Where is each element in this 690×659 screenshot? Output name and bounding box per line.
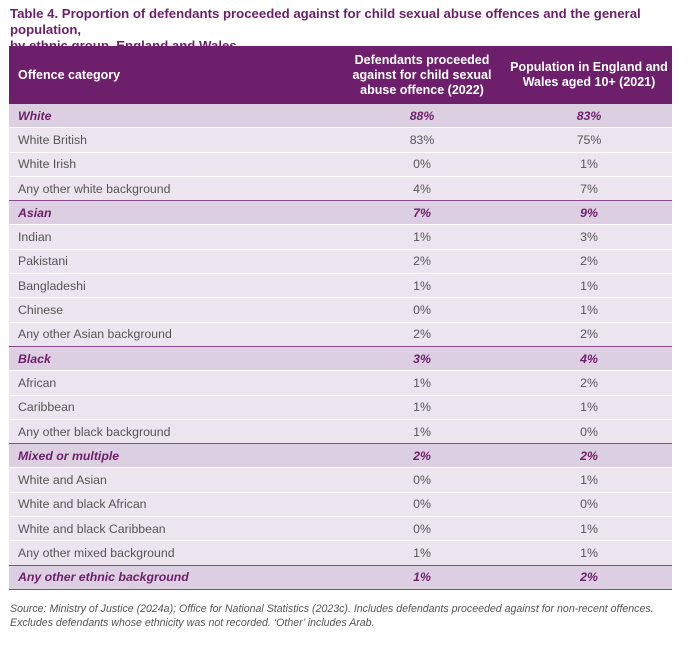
defendants-cell: 0% [338, 516, 506, 541]
row-label: Bangladeshi [9, 273, 338, 298]
table-row: Caribbean 1% 1% [9, 394, 672, 420]
defendants-cell: 4% [338, 175, 506, 201]
population-cell: 1% [506, 394, 672, 420]
population-cell: 2% [506, 564, 672, 590]
defendants-cell: 1% [338, 418, 506, 444]
population-cell: 2% [506, 248, 672, 274]
population-cell: 1% [506, 540, 672, 566]
table-title-line-1: Table 4. Proportion of defendants procee… [10, 6, 641, 37]
source-footnote: Source: Ministry of Justice (2024a); Off… [10, 603, 680, 630]
defendants-cell: 1% [338, 273, 506, 298]
population-cell: 2% [506, 321, 672, 347]
defendants-cell: 88% [338, 104, 506, 128]
header-defendants: Defendants proceeded against for child s… [338, 46, 506, 104]
defendants-cell: 2% [338, 443, 506, 468]
defendants-cell: 1% [338, 540, 506, 566]
population-cell: 75% [506, 127, 672, 153]
row-label: Any other ethnic background [9, 564, 338, 590]
row-label: Pakistani [9, 248, 338, 274]
header-population: Population in England and Wales aged 10+… [506, 46, 672, 104]
table-row: White Irish 0% 1% [9, 151, 672, 177]
header-offence-category: Offence category [9, 46, 338, 104]
population-cell: 83% [506, 104, 672, 128]
row-label: Asian [9, 200, 338, 225]
defendants-cell: 2% [338, 248, 506, 274]
category-row: White 88% 83% [9, 104, 672, 128]
row-label: Caribbean [9, 394, 338, 420]
row-label: White and black Caribbean [9, 516, 338, 541]
table-row: African 1% 2% [9, 370, 672, 396]
table-header: Offence category Defendants proceeded ag… [9, 46, 672, 104]
footnote-line-2: Excludes defendants whose ethnicity was … [10, 616, 375, 629]
population-cell: 0% [506, 418, 672, 444]
defendants-cell: 2% [338, 321, 506, 347]
row-label: Any other mixed background [9, 540, 338, 566]
defendants-cell: 1% [338, 224, 506, 250]
row-label: White and Asian [9, 467, 338, 493]
table-row: Bangladeshi 1% 1% [9, 273, 672, 298]
table-row: White British 83% 75% [9, 127, 672, 153]
row-label: White [9, 104, 338, 128]
row-label: White British [9, 127, 338, 153]
defendants-cell: 1% [338, 394, 506, 420]
population-cell: 4% [506, 345, 672, 371]
population-cell: 9% [506, 200, 672, 225]
population-cell: 2% [506, 443, 672, 468]
header-defendants-line-3: abuse offence (2022) [360, 82, 484, 97]
row-label: Chinese [9, 297, 338, 323]
table-row: Any other mixed background 1% 1% [9, 540, 672, 566]
category-row: Black 3% 4% [9, 345, 672, 371]
row-label: Mixed or multiple [9, 443, 338, 468]
defendants-cell: 1% [338, 370, 506, 396]
population-cell: 0% [506, 491, 672, 517]
ethnicity-table: Offence category Defendants proceeded ag… [9, 46, 672, 590]
population-cell: 1% [506, 516, 672, 541]
row-label: Any other black background [9, 418, 338, 444]
row-label: White and black African [9, 491, 338, 517]
header-defendants-line-1: Defendants proceeded [354, 52, 490, 67]
defendants-cell: 0% [338, 297, 506, 323]
row-label: Black [9, 345, 338, 371]
table-row: Any other white background 4% 7% [9, 175, 672, 201]
row-label: Any other Asian background [9, 321, 338, 347]
table-row: White and black Caribbean 0% 1% [9, 516, 672, 541]
row-label: White Irish [9, 151, 338, 177]
population-cell: 2% [506, 370, 672, 396]
header-row: Offence category Defendants proceeded ag… [9, 46, 672, 104]
population-cell: 3% [506, 224, 672, 250]
defendants-cell: 1% [338, 564, 506, 590]
population-cell: 7% [506, 175, 672, 201]
header-population-line-1: Population in England and [510, 60, 668, 74]
table-row: Any other Asian background 2% 2% [9, 321, 672, 347]
row-label: Any other white background [9, 175, 338, 201]
table-row: Chinese 0% 1% [9, 297, 672, 323]
category-row: Mixed or multiple 2% 2% [9, 443, 672, 468]
table-body: White 88% 83% White British 83% 75% White Iris… [9, 104, 672, 590]
table-row: White and Asian 0% 1% [9, 467, 672, 493]
population-cell: 1% [506, 151, 672, 177]
defendants-cell: 83% [338, 127, 506, 153]
population-cell: 1% [506, 297, 672, 323]
category-row: Any other ethnic background 1% 2% [9, 564, 672, 590]
defendants-cell: 3% [338, 345, 506, 371]
table-row: Any other black background 1% 0% [9, 418, 672, 444]
footnote-line-1: Source: Ministry of Justice (2024a); Off… [10, 603, 654, 615]
table-row: Pakistani 2% 2% [9, 248, 672, 274]
row-label: Indian [9, 224, 338, 250]
defendants-cell: 0% [338, 491, 506, 517]
population-cell: 1% [506, 273, 672, 298]
category-row: Asian 7% 9% [9, 200, 672, 225]
defendants-cell: 7% [338, 200, 506, 225]
population-cell: 1% [506, 467, 672, 493]
table-row: Indian 1% 3% [9, 224, 672, 250]
row-label: African [9, 370, 338, 396]
table-row: White and black African 0% 0% [9, 491, 672, 517]
defendants-cell: 0% [338, 467, 506, 493]
header-population-line-2: Wales aged 10+ (2021) [522, 75, 656, 89]
header-defendants-line-2: against for child sexual [352, 67, 492, 82]
defendants-cell: 0% [338, 151, 506, 177]
